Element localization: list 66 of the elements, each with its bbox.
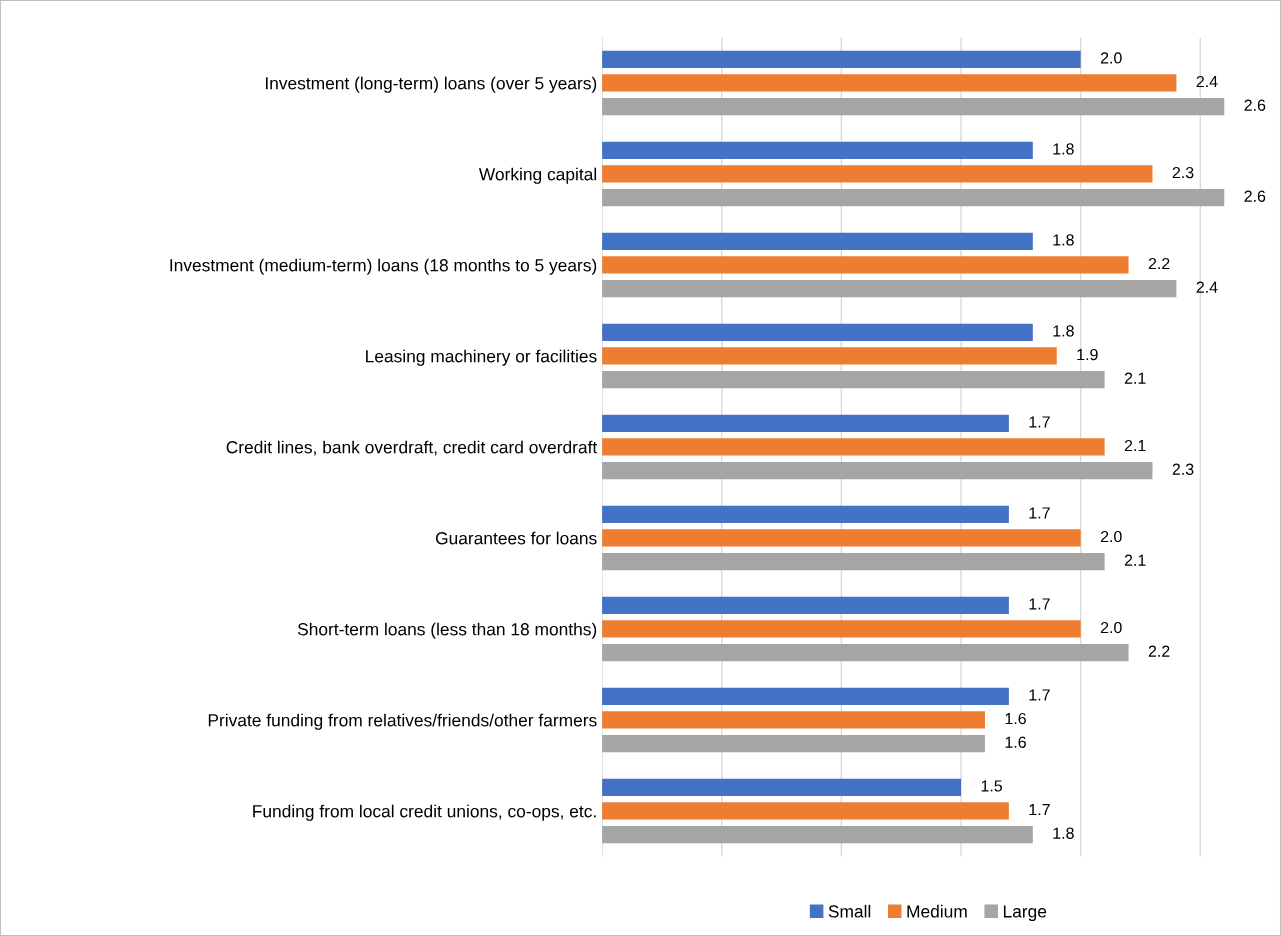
data-label: 2.4 (1196, 75, 1218, 88)
bar (602, 778, 962, 796)
data-label: 2.0 (1100, 52, 1122, 64)
bar (602, 279, 1177, 298)
bar (602, 323, 1033, 341)
bar (602, 50, 1081, 68)
data-label: 2.2 (1148, 645, 1170, 657)
data-label: 1.6 (1005, 712, 1026, 725)
data-label: 1.7 (1029, 507, 1050, 519)
y-tick-label: Short-term loans (less than 18 months) (297, 622, 597, 639)
data-label: 2.1 (1124, 554, 1146, 566)
legend-label: Large (1003, 905, 1047, 922)
bar (602, 438, 1105, 456)
bar (602, 687, 1009, 705)
bar (602, 414, 1009, 432)
data-label: 1.8 (1053, 325, 1074, 337)
y-tick-label: Private funding from relatives/friends/other farmers (208, 713, 597, 730)
data-label: 1.5 (981, 780, 1003, 792)
bar (602, 711, 985, 729)
data-label: 2.2 (1148, 257, 1170, 270)
data-label: 2.4 (1196, 281, 1218, 293)
bar (602, 505, 1009, 523)
y-tick-label: Guarantees for loans (435, 531, 597, 545)
bar (602, 74, 1177, 92)
data-label: 1.6 (1005, 736, 1026, 748)
y-tick-label: Working capital (478, 167, 597, 184)
data-label: 2.1 (1124, 439, 1146, 452)
data-label: 1.7 (1029, 416, 1050, 428)
bar (602, 734, 985, 753)
bar (602, 165, 1153, 183)
data-label: 2.0 (1100, 530, 1122, 543)
data-label: 1.7 (1029, 689, 1050, 701)
y-tick-label: Leasing machinery or facilities (366, 349, 597, 366)
bar (602, 141, 1033, 159)
bar (602, 529, 1081, 547)
bar (602, 596, 1009, 614)
y-tick-label: Funding from local credit unions, co-ops, etc. (253, 804, 596, 821)
bar (602, 552, 1105, 571)
bar (602, 802, 1009, 820)
data-label: 2.3 (1172, 166, 1194, 179)
data-label: 1.8 (1053, 827, 1074, 839)
legend-label: Medium (907, 904, 967, 918)
bar (602, 256, 1129, 274)
bar (602, 825, 1033, 844)
bar (602, 232, 1033, 250)
bar (602, 188, 1225, 207)
data-label: 2.0 (1100, 621, 1122, 634)
bar (602, 347, 1057, 365)
legend-label: Small (828, 904, 871, 918)
data-label: 1.9 (1077, 348, 1098, 361)
data-label: 1.8 (1053, 143, 1074, 155)
data-label: 1.7 (1029, 804, 1050, 816)
data-label: 2.3 (1172, 463, 1194, 475)
data-label: 2.6 (1244, 190, 1266, 202)
data-label: 2.1 (1124, 372, 1146, 384)
bar (602, 97, 1225, 116)
y-tick-label: Investment (long-term) loans (over 5 years) (265, 76, 597, 93)
y-tick-label: Credit lines, bank overdraft, credit card overdraft (226, 440, 598, 456)
bar (602, 643, 1129, 662)
y-tick-label: Investment (medium-term) loans (18 months to 5 years) (170, 258, 597, 275)
data-label: 1.8 (1053, 234, 1074, 246)
data-label: 2.6 (1244, 99, 1266, 111)
bar (602, 620, 1081, 638)
bar (602, 461, 1153, 480)
data-label: 1.7 (1029, 598, 1050, 610)
bar (602, 370, 1105, 389)
